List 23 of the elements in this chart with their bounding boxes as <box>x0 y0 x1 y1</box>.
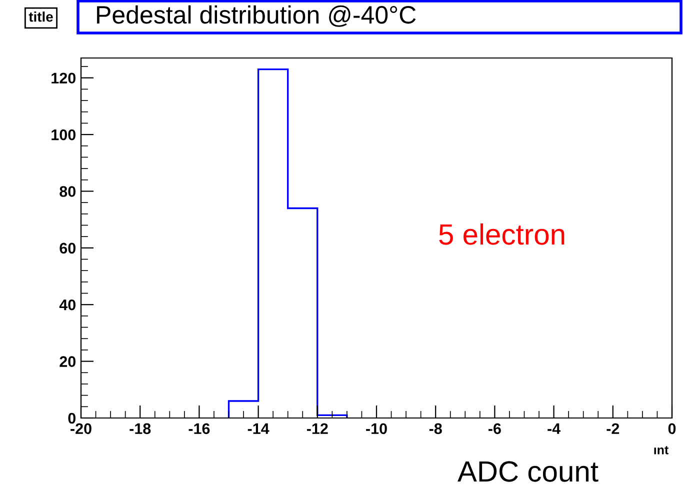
y-tick-label: 60 <box>60 242 76 254</box>
x-tick-label: -12 <box>306 423 328 434</box>
x-tick-label: -6 <box>488 423 501 434</box>
y-tick-label: 80 <box>60 186 76 197</box>
x-tick-label: -4 <box>548 423 561 434</box>
x-tick-label: 0 <box>668 423 676 434</box>
x-tick-label: -10 <box>366 423 387 434</box>
y-tick-label: 0 <box>68 412 76 424</box>
x-tick-label: -2 <box>606 423 620 434</box>
x-tick-label: -14 <box>248 423 270 434</box>
chart-title: Pedestal distribution @-40°C <box>97 5 416 27</box>
x-tick-label: -16 <box>188 423 210 434</box>
y-tick-label: 100 <box>52 129 76 140</box>
y-tick-label: 40 <box>59 299 76 310</box>
y-tick-label: 120 <box>52 72 76 84</box>
y-tick-label: 20 <box>60 356 76 367</box>
x-tick-label: -18 <box>130 423 151 434</box>
x-tick-label: -20 <box>70 423 92 434</box>
text: ınt <box>654 446 668 454</box>
x-tick-label: -8 <box>429 423 442 434</box>
text: title <box>28 12 53 22</box>
annotation: 5 electron <box>439 223 564 245</box>
x-axis-title: ADC count <box>458 461 598 482</box>
